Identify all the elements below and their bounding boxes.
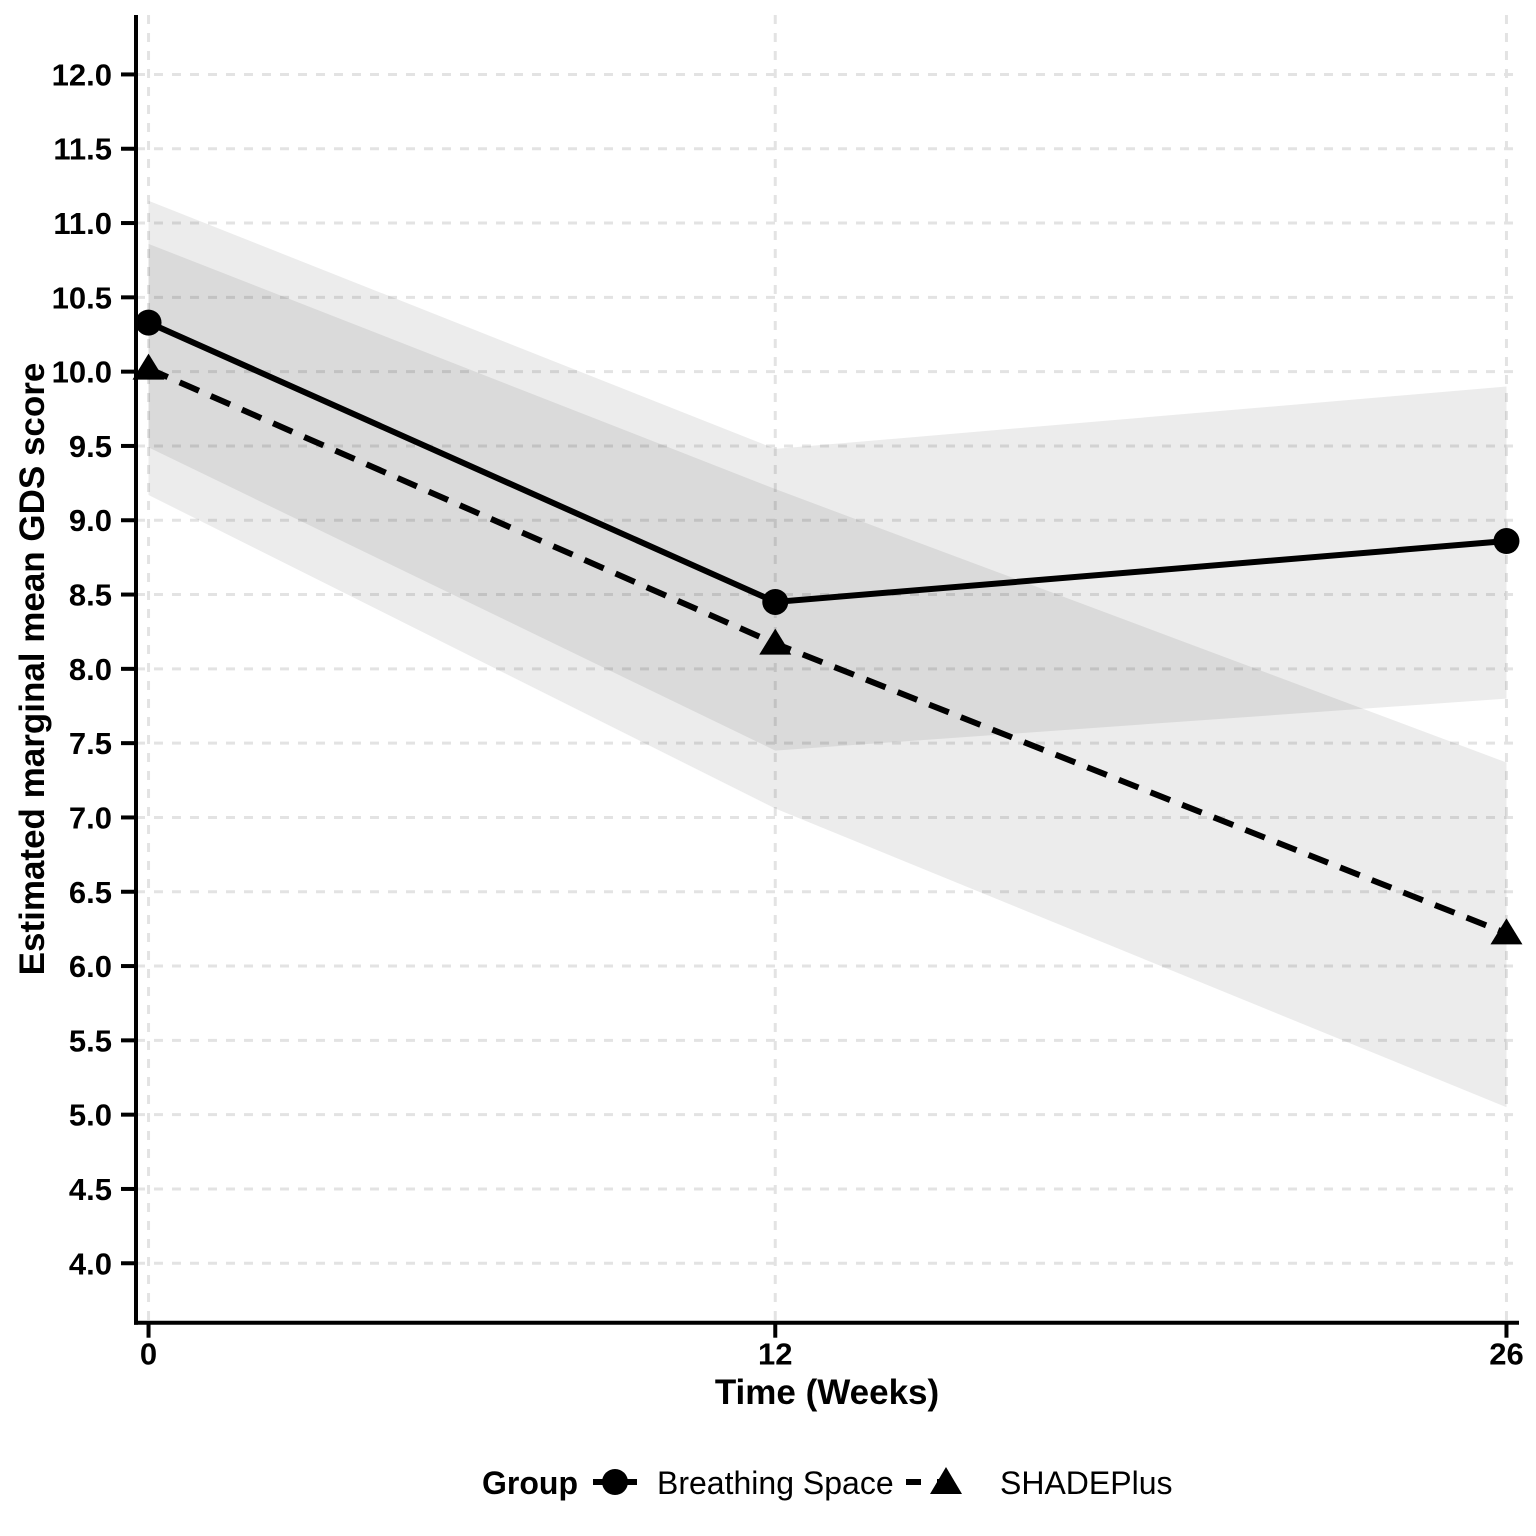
y-tick-label: 5.5 bbox=[69, 1023, 112, 1058]
y-tick-label: 6.5 bbox=[69, 875, 112, 910]
y-tick-label: 9.5 bbox=[69, 429, 112, 464]
y-tick-label: 7.0 bbox=[69, 800, 112, 835]
y-tick-label: 8.5 bbox=[69, 578, 112, 613]
x-tick-label: 12 bbox=[758, 1337, 792, 1372]
y-tick-label: 4.0 bbox=[69, 1246, 112, 1281]
series-lines-layer bbox=[132, 309, 1523, 945]
legend: Group Breathing Space SHADEPlus bbox=[482, 1465, 1173, 1501]
legend-label-breathing-space: Breathing Space bbox=[657, 1465, 894, 1501]
ribbon-shadeplus bbox=[148, 243, 1507, 1108]
point-breathing-space bbox=[762, 588, 789, 615]
ribbon-breathing-space bbox=[148, 200, 1507, 751]
legend-title: Group bbox=[482, 1465, 578, 1501]
point-breathing-space bbox=[135, 309, 162, 336]
y-tick-label: 9.0 bbox=[69, 503, 112, 538]
confidence-ribbons-layer bbox=[148, 200, 1507, 1108]
legend-key-breathing-space bbox=[593, 1469, 637, 1495]
y-tick-label: 4.5 bbox=[69, 1172, 112, 1207]
y-tick-label: 6.0 bbox=[69, 949, 112, 984]
axes-layer: 12.0 11.5 11.0 10.5 10.0 9.5 9.0 8.5 8.0 7.5 7.0 6.… bbox=[52, 15, 1524, 1372]
y-tick-label: 8.0 bbox=[69, 652, 112, 687]
y-tick-label: 5.0 bbox=[69, 1098, 112, 1133]
legend-circle-marker bbox=[602, 1469, 628, 1495]
legend-triangle-marker bbox=[930, 1467, 962, 1494]
point-shadeplus bbox=[1490, 918, 1523, 945]
legend-key-shadeplus bbox=[906, 1467, 968, 1494]
y-tick-label: 7.5 bbox=[69, 726, 112, 761]
y-tick-label: 10.0 bbox=[52, 355, 112, 390]
y-axis-title: Estimated marginal mean GDS score bbox=[13, 363, 52, 976]
y-tick-label: 11.0 bbox=[53, 206, 112, 241]
legend-label-shadeplus: SHADEPlus bbox=[1000, 1465, 1173, 1501]
point-breathing-space bbox=[1493, 528, 1520, 555]
y-tick-label: 12.0 bbox=[52, 57, 112, 92]
x-tick-label: 0 bbox=[140, 1337, 157, 1372]
gridlines-layer bbox=[136, 15, 1519, 1323]
x-axis-title: Time (Weeks) bbox=[715, 1373, 939, 1412]
x-tick-label: 26 bbox=[1489, 1337, 1523, 1372]
y-tick-label: 10.5 bbox=[52, 280, 112, 315]
point-shadeplus bbox=[132, 353, 165, 380]
point-shadeplus bbox=[759, 628, 792, 655]
y-tick-label: 11.5 bbox=[53, 132, 112, 167]
